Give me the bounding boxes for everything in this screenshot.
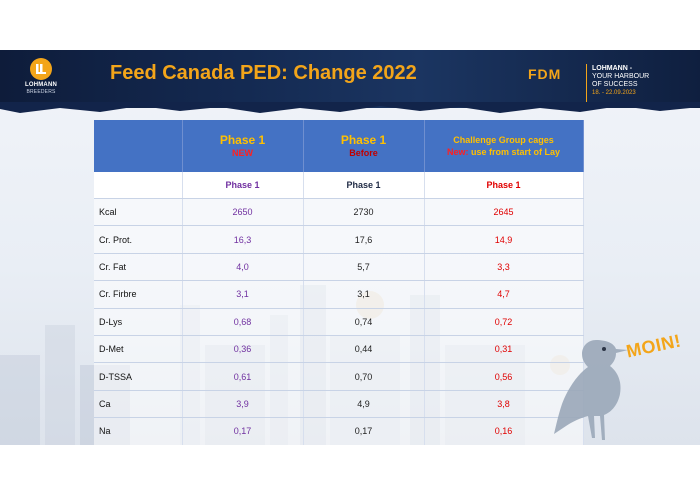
event-short-name: FDM	[528, 66, 562, 82]
cell-before: 0,44	[303, 335, 425, 364]
cell-new: 2650	[182, 198, 304, 227]
row-label: D-Met	[94, 335, 183, 364]
cell-challenge: 0,31	[424, 335, 584, 364]
table-subheader-row: Phase 1 Phase 1 Phase 1	[94, 172, 584, 199]
cell-before: 0,74	[303, 308, 425, 336]
header-phase1-new: Phase 1 NEW	[182, 120, 304, 172]
event-line-3: OF SUCCESS	[592, 81, 638, 88]
cell-challenge: 3,3	[424, 253, 584, 282]
row-label: Cr. Fat	[94, 253, 183, 282]
cell-new: 4,0	[182, 253, 304, 282]
cell-new: 3,9	[182, 390, 304, 419]
cell-before: 0,17	[303, 417, 425, 445]
row-label: Kcal	[94, 198, 183, 227]
table-row: Kcal 2650 2730 2645	[94, 198, 584, 227]
cell-new: 16,3	[182, 225, 304, 254]
cell-new: 0,68	[182, 308, 304, 336]
cell-new: 3,1	[182, 280, 304, 309]
row-label: Ca	[94, 390, 183, 419]
company-logo: LOHMANN BREEDERS	[18, 58, 64, 104]
table-row: Cr. Prot. 16,3 17,6 14,9	[94, 225, 584, 254]
table-row: D-TSSA 0,61 0,70 0,56	[94, 362, 584, 391]
event-line-2: YOUR HARBOUR	[592, 73, 650, 80]
cell-before: 3,1	[303, 280, 425, 309]
cell-challenge: 3,8	[424, 390, 584, 419]
row-label: D-TSSA	[94, 362, 183, 391]
page-title: Feed Canada PED: Change 2022	[110, 62, 417, 84]
lohmann-logo-icon	[30, 58, 52, 80]
cell-before: 0,70	[303, 362, 425, 391]
row-label: D-Lys	[94, 308, 183, 336]
cell-before: 2730	[303, 198, 425, 227]
header-empty-cell	[94, 120, 183, 172]
cell-challenge: 14,9	[424, 225, 584, 254]
feed-comparison-table: Phase 1 NEW Phase 1 Before Challenge Gro…	[94, 120, 584, 445]
subheader-new: Phase 1	[182, 172, 304, 199]
header-torn-edge	[0, 102, 700, 113]
cell-new: 0,36	[182, 335, 304, 364]
cell-challenge: 0,72	[424, 308, 584, 336]
subheader-challenge: Phase 1	[424, 172, 584, 199]
row-label: Cr. Prot.	[94, 225, 183, 254]
table-row: D-Lys 0,68 0,74 0,72	[94, 308, 584, 336]
cell-challenge: 2645	[424, 198, 584, 227]
cell-new: 0,61	[182, 362, 304, 391]
cell-before: 5,7	[303, 253, 425, 282]
table-row: Ca 3,9 4,9 3,8	[94, 390, 584, 419]
header-band	[0, 50, 700, 108]
table-header-row: Phase 1 NEW Phase 1 Before Challenge Gro…	[94, 120, 584, 172]
event-dates: 18. - 22.09.2023	[592, 90, 636, 96]
table-row: D-Met 0,36 0,44 0,31	[94, 335, 584, 364]
cell-challenge: 4,7	[424, 280, 584, 309]
cell-before: 17,6	[303, 225, 425, 254]
subheader-empty-cell	[94, 172, 183, 199]
seagull-icon	[554, 340, 628, 440]
row-label: Cr. Firbre	[94, 280, 183, 309]
header-phase1-before: Phase 1 Before	[303, 120, 425, 172]
header-challenge-group: Challenge Group cages New: use from star…	[424, 120, 584, 172]
logo-wordmark: LOHMANN BREEDERS	[24, 82, 58, 95]
row-label: Na	[94, 417, 183, 445]
slide: LOHMANN BREEDERS Feed Canada PED: Change…	[0, 50, 700, 445]
table-row: Na 0,17 0,17 0,16	[94, 417, 584, 445]
event-divider	[586, 64, 587, 102]
table-row: Cr. Fat 4,0 5,7 3,3	[94, 253, 584, 282]
cell-new: 0,17	[182, 417, 304, 445]
event-badge: FDM LOHMANN - YOUR HARBOUR OF SUCCESS 18…	[528, 62, 693, 106]
subheader-before: Phase 1	[303, 172, 425, 199]
table-row: Cr. Firbre 3,1 3,1 4,7	[94, 280, 584, 309]
cell-challenge: 0,56	[424, 362, 584, 391]
cell-before: 4,9	[303, 390, 425, 419]
event-line-1: LOHMANN -	[592, 65, 633, 72]
